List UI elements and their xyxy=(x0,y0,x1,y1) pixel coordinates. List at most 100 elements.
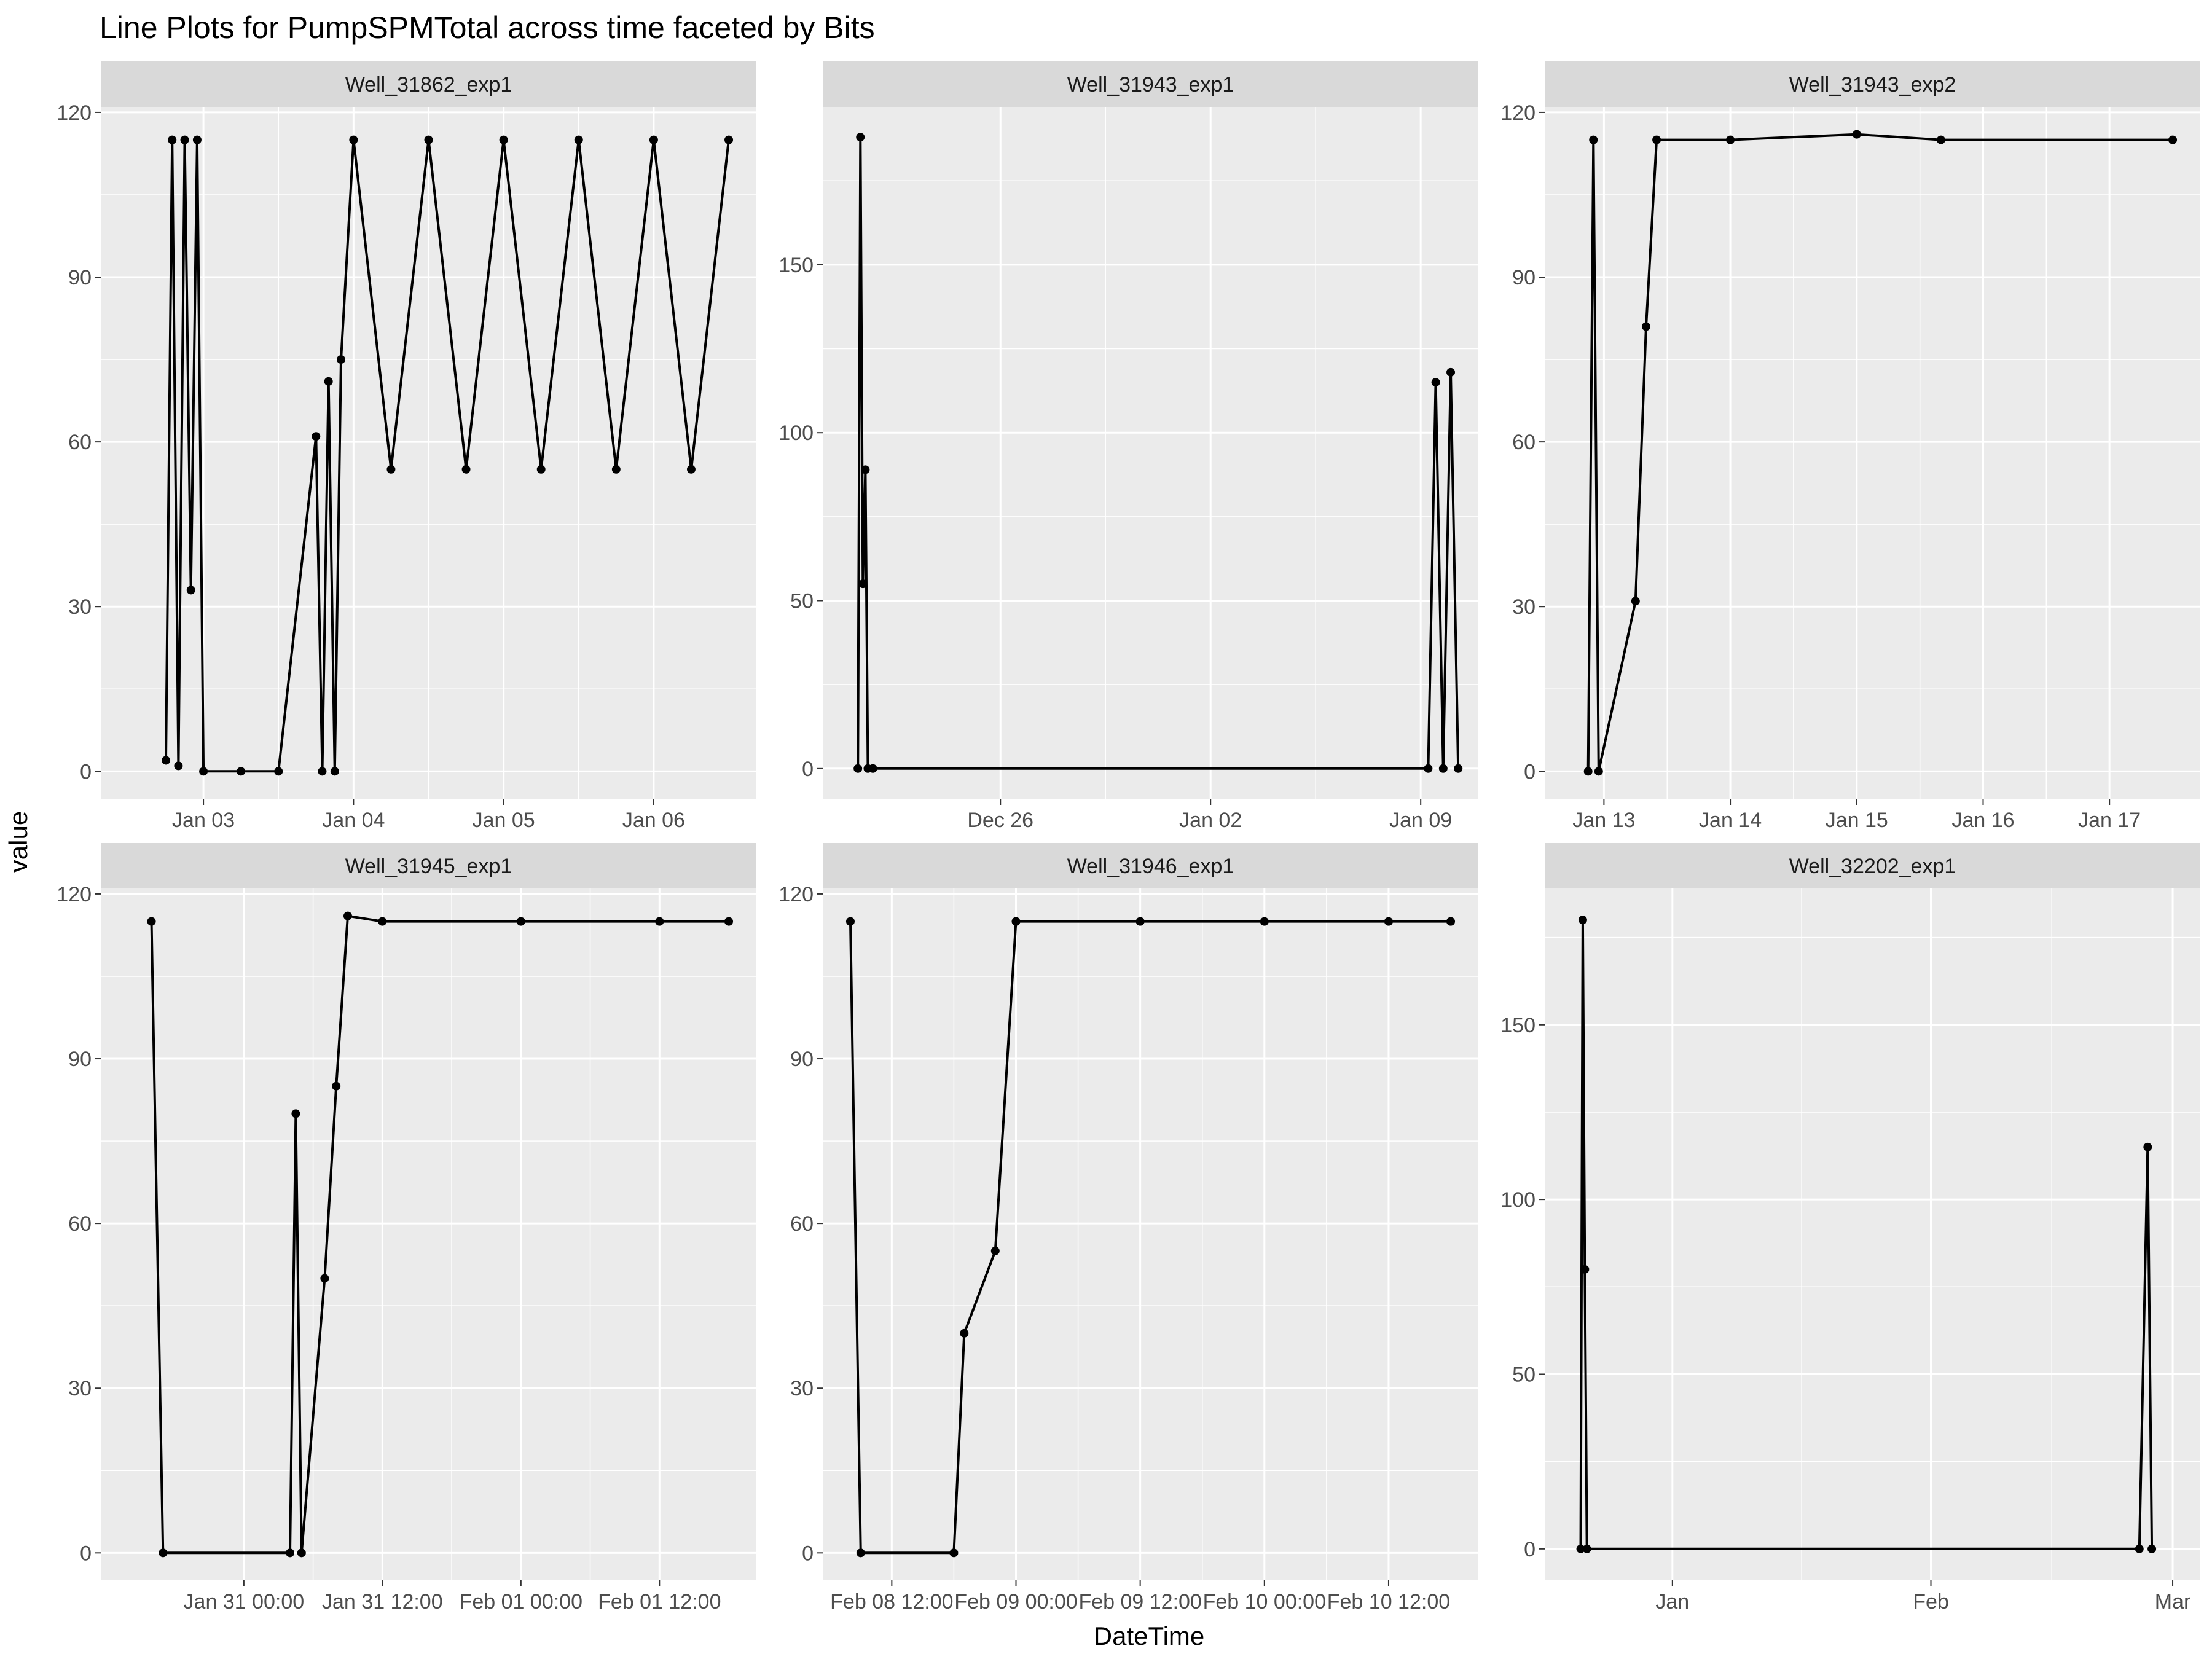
data-point xyxy=(349,135,358,144)
data-point xyxy=(159,1548,168,1558)
data-point xyxy=(2168,135,2178,144)
data-point xyxy=(324,377,333,386)
x-tick-label: Jan 14 xyxy=(1699,809,1762,832)
y-axis-title: value xyxy=(4,811,33,873)
data-point xyxy=(297,1548,306,1558)
data-point xyxy=(1438,764,1448,773)
facet-strip-label: Well_31943_exp1 xyxy=(1067,73,1234,96)
x-tick-label: Feb xyxy=(1913,1590,1949,1614)
data-point xyxy=(199,767,208,776)
y-tick-label: 50 xyxy=(1512,1363,1535,1386)
data-point xyxy=(2147,1544,2157,1553)
data-point xyxy=(2143,1142,2152,1151)
x-tick-label: Feb 10 00:00 xyxy=(1203,1590,1326,1614)
x-tick-label: Jan 17 xyxy=(2078,809,2141,832)
y-tick-label: 60 xyxy=(68,431,92,454)
data-point xyxy=(237,767,246,776)
data-point xyxy=(461,465,471,474)
facet-panel: Well_31945_exp1 0 30 60 90 120 Jan 31 00:00 Jan… xyxy=(57,843,756,1614)
data-point xyxy=(291,1109,300,1118)
data-point xyxy=(861,465,870,474)
x-tick-label: Jan 05 xyxy=(473,809,535,832)
y-tick-label: 30 xyxy=(790,1377,814,1400)
facet-strip xyxy=(823,61,1478,107)
facet-plot-area xyxy=(1545,107,2200,799)
data-point xyxy=(286,1548,295,1558)
data-point xyxy=(1011,917,1021,926)
data-point xyxy=(1135,917,1145,926)
y-tick-label: 30 xyxy=(68,1377,92,1400)
y-tick-label: 90 xyxy=(68,1048,92,1071)
series-line xyxy=(1586,133,2173,773)
data-point xyxy=(1576,1544,1585,1553)
data-point xyxy=(1641,322,1650,331)
facet-strip xyxy=(101,843,756,888)
data-point xyxy=(990,1246,1000,1255)
data-point xyxy=(1260,917,1269,926)
y-tick-label: 120 xyxy=(57,101,92,125)
data-point xyxy=(174,761,183,771)
data-point xyxy=(856,1548,865,1558)
data-point xyxy=(180,135,189,144)
facet-plot-area xyxy=(823,107,1478,799)
x-tick-label: Feb 01 12:00 xyxy=(598,1590,721,1614)
data-point xyxy=(1446,367,1456,377)
facet-strip xyxy=(101,61,756,107)
facet-strip-label: Well_32202_exp1 xyxy=(1789,855,1956,878)
x-tick-label: Mar xyxy=(2155,1590,2191,1614)
data-point xyxy=(1431,378,1440,387)
facet-panel: Well_32202_exp1 0 50 100 150 Jan Feb Mar xyxy=(1500,843,2200,1614)
y-tick-label: 120 xyxy=(1500,101,1535,125)
data-point xyxy=(655,917,664,926)
x-tick-label: Jan 15 xyxy=(1826,809,1888,832)
data-point xyxy=(1384,917,1393,926)
x-tick-label: Feb 09 12:00 xyxy=(1078,1590,1201,1614)
data-point xyxy=(1631,597,1640,606)
y-tick-label: 100 xyxy=(779,422,814,445)
data-point xyxy=(192,135,202,144)
x-tick-label: Jan 31 12:00 xyxy=(322,1590,443,1614)
y-tick-label: 0 xyxy=(80,1542,92,1565)
facet-strip xyxy=(1545,843,2200,888)
facet-panel: Well_31862_exp1 0 30 60 90 120 Jan 03 Jan 04 Jan… xyxy=(57,61,756,832)
data-point xyxy=(516,917,525,926)
data-point xyxy=(1424,764,1433,773)
y-tick-label: 90 xyxy=(1512,266,1535,289)
data-point xyxy=(320,1274,329,1283)
facet-strip-label: Well_31943_exp2 xyxy=(1789,73,1956,96)
data-point xyxy=(1594,767,1603,776)
facet-panel: Well_31943_exp1 0 50 100 150 Dec 26 Jan 02 Jan … xyxy=(779,61,1478,832)
x-tick-label: Jan 13 xyxy=(1572,809,1635,832)
data-point xyxy=(1580,1265,1590,1274)
data-point xyxy=(330,767,339,776)
data-point xyxy=(1652,135,1661,144)
data-point xyxy=(147,917,156,926)
data-point xyxy=(168,135,177,144)
chart-title: Line Plots for PumpSPMTotal across time … xyxy=(100,10,875,45)
data-point xyxy=(312,432,321,441)
data-point xyxy=(574,135,583,144)
data-point xyxy=(724,135,734,144)
facet-plot-area xyxy=(101,888,756,1580)
facet-plot-area xyxy=(1545,888,2200,1580)
y-tick-label: 120 xyxy=(57,883,92,906)
data-point xyxy=(1852,130,1861,139)
data-point xyxy=(186,586,195,595)
y-tick-label: 0 xyxy=(1524,1538,1535,1561)
data-point xyxy=(1578,916,1587,925)
x-tick-label: Feb 09 00:00 xyxy=(954,1590,1077,1614)
data-point xyxy=(1589,135,1598,144)
facets-container: Well_31862_exp1 0 30 60 90 120 Jan 03 Jan 04 Jan… xyxy=(57,61,2200,1614)
data-point xyxy=(318,767,327,776)
y-tick-label: 100 xyxy=(1500,1188,1535,1212)
data-point xyxy=(649,135,658,144)
y-tick-label: 0 xyxy=(802,1542,814,1565)
y-tick-label: 0 xyxy=(1524,760,1535,783)
x-tick-label: Jan 09 xyxy=(1389,809,1452,832)
facet-strip xyxy=(823,843,1478,888)
data-point xyxy=(536,465,546,474)
facet-panel: Well_31943_exp2 0 30 60 90 120 Jan 13 Jan 14 Jan… xyxy=(1500,61,2200,832)
x-tick-label: Feb 08 12:00 xyxy=(830,1590,953,1614)
data-point xyxy=(386,465,396,474)
